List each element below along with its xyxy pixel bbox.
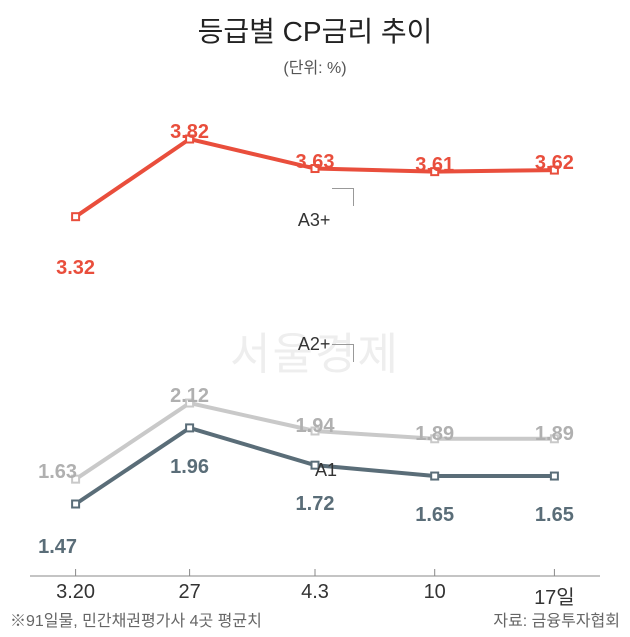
series-name-label: A1 xyxy=(315,460,337,481)
series-name-label: A2+ xyxy=(298,334,331,355)
value-label: 3.63 xyxy=(296,151,335,174)
x-axis-label: 3.20 xyxy=(56,581,95,604)
value-label: 1.65 xyxy=(535,504,574,527)
chart-unit: (단위: %) xyxy=(0,54,630,78)
value-label: 3.62 xyxy=(535,152,574,175)
value-label: 1.89 xyxy=(535,423,574,446)
chart-title: 등급별 CP금리 추이 xyxy=(0,0,630,50)
chart-container: 등급별 CP금리 추이 (단위: %) 서울경제 3.323.823.633.6… xyxy=(0,0,630,637)
x-axis: 3.20274.31017일 xyxy=(30,581,600,605)
value-label: 1.96 xyxy=(170,456,209,479)
value-label: 3.61 xyxy=(415,154,454,177)
footnote: ※91일물, 민간채권평가사 4곳 평균치 xyxy=(10,607,262,631)
x-axis-label: 4.3 xyxy=(301,581,329,604)
series-callout xyxy=(332,344,354,362)
marker xyxy=(431,473,438,480)
value-label: 3.32 xyxy=(56,257,95,280)
value-label: 1.65 xyxy=(415,504,454,527)
value-label: 3.82 xyxy=(170,121,209,144)
value-label: 1.94 xyxy=(296,415,335,438)
x-axis-label: 27 xyxy=(178,581,200,604)
value-label: 2.12 xyxy=(170,385,209,408)
series-name-label: A3+ xyxy=(298,210,331,231)
marker xyxy=(72,213,79,220)
marker xyxy=(551,473,558,480)
x-axis-label: 17일 xyxy=(534,581,575,610)
value-label: 1.72 xyxy=(296,493,335,516)
value-label: 1.47 xyxy=(38,536,77,559)
marker xyxy=(186,424,193,431)
series-callout xyxy=(332,188,354,206)
marker xyxy=(72,501,79,508)
value-label: 1.89 xyxy=(415,423,454,446)
value-label: 1.63 xyxy=(38,461,77,484)
x-axis-label: 10 xyxy=(424,581,446,604)
source: 자료: 금융투자협회 xyxy=(493,607,620,631)
